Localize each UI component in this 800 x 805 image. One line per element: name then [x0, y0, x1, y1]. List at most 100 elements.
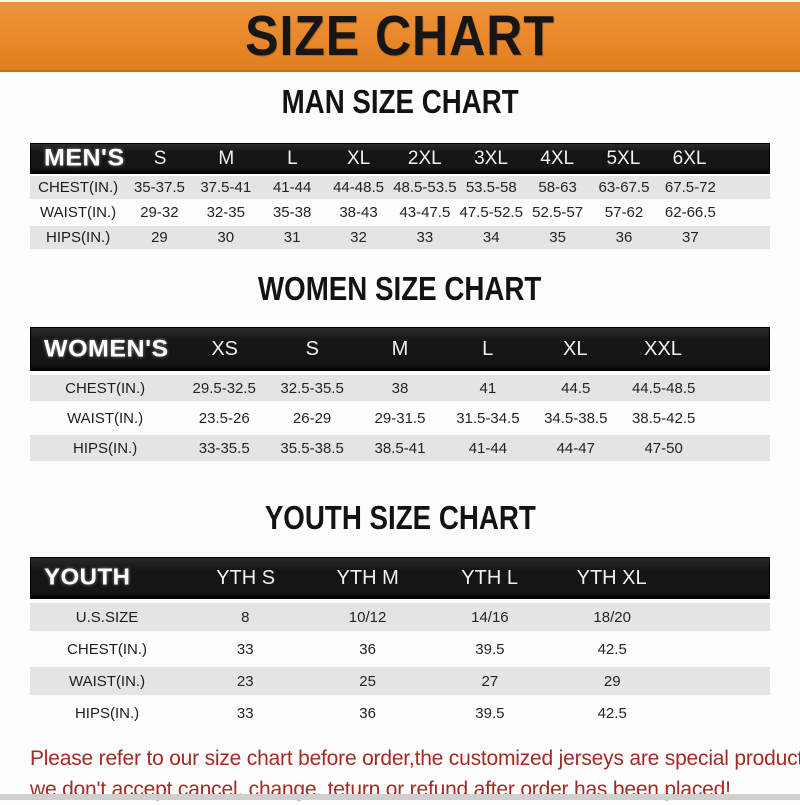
value-cell: 34.5-38.5	[544, 409, 608, 427]
value-cell: 44-47	[556, 439, 595, 457]
section-title: MAN SIZE CHART	[281, 83, 519, 120]
table-row: CHEST(IN.) 29.5-32.5 32.5-35.5 38 41 44.5 44.5…	[30, 375, 770, 401]
table-row: HIPS(IN.) 33 36 39.5 42.5	[30, 699, 770, 727]
column-header: XXL	[644, 337, 682, 360]
value-cell: 39.5	[475, 704, 505, 722]
value-cell: 29.5-32.5	[192, 379, 256, 397]
table-row: HIPS(IN.) 29 30 31 32 33 34 35 36 37	[30, 226, 770, 249]
row-label: WAIST(IN.)	[40, 204, 117, 221]
value-cell: 18/20	[593, 608, 631, 626]
value-cell: 44.5	[561, 379, 591, 397]
value-cell: 37.5-41	[200, 179, 252, 196]
value-cell: 32	[350, 229, 367, 246]
value-cell: 35-38	[272, 204, 312, 221]
men-section-heading: MAN SIZE CHART	[0, 85, 800, 123]
value-cell: 35	[549, 229, 566, 246]
value-cell: 29-32	[140, 204, 179, 221]
column-header: YTH XL	[576, 566, 647, 589]
value-cell: 29-31.5	[374, 409, 426, 427]
table-header-label: MEN'S	[44, 144, 125, 172]
value-cell: 33-35.5	[198, 439, 250, 457]
section-youth: YOUTH SIZE CHART YOUTH YTH S YTH M YTH L YTH…	[0, 501, 800, 727]
row-label: HIPS(IN.)	[46, 229, 111, 246]
women-section-heading: WOMEN SIZE CHART	[0, 272, 800, 310]
table-header-row: MEN'S S M L XL 2XL 3XL 4XL 5XL 6XL	[30, 143, 770, 174]
column-header: XL	[563, 337, 588, 360]
row-label: CHEST(IN.)	[65, 379, 146, 397]
value-cell: 58-63	[538, 179, 577, 196]
value-cell: 43-47.5	[399, 204, 451, 221]
value-cell: 31.5-34.5	[456, 409, 520, 427]
youth-size-table: YOUTH YTH S YTH M YTH L YTH XL U.S.SIZE 8 10/12…	[30, 557, 770, 727]
value-cell: 36	[359, 704, 376, 722]
value-cell: 39.5	[475, 640, 505, 658]
row-label: CHEST(IN.)	[38, 179, 119, 196]
column-header: 4XL	[540, 147, 575, 169]
column-header: 3XL	[474, 147, 508, 169]
table-header-label: WOMEN'S	[44, 335, 169, 362]
value-cell: 38	[391, 379, 409, 397]
value-cell: 42.5	[597, 704, 627, 722]
column-header: YTH L	[461, 566, 518, 589]
table-header-label: YOUTH	[44, 564, 131, 591]
column-header: M	[218, 147, 235, 169]
table-row: WAIST(IN.) 23 25 27 29	[30, 667, 770, 695]
banner: SIZE CHART	[0, 0, 800, 72]
column-header: 2XL	[407, 147, 442, 169]
value-cell: 42.5	[597, 640, 627, 658]
youth-section-heading: YOUTH SIZE CHART	[0, 501, 800, 539]
table-row: HIPS(IN.) 33-35.5 35.5-38.5 38.5-41 41-44 44-…	[30, 435, 770, 461]
section-title: WOMEN SIZE CHART	[258, 270, 542, 307]
value-cell: 35-37.5	[133, 179, 185, 196]
value-cell: 36	[359, 640, 376, 658]
table-header-row: YOUTH YTH S YTH M YTH L YTH XL	[30, 557, 770, 599]
section-title: YOUTH SIZE CHART	[264, 499, 536, 536]
table-row: U.S.SIZE 8 10/12 14/16 18/20	[30, 603, 770, 631]
row-label: CHEST(IN.)	[67, 640, 148, 658]
value-cell: 35.5-38.5	[280, 439, 344, 457]
value-cell: 8	[241, 608, 250, 626]
column-header: 5XL	[606, 147, 641, 169]
value-cell: 27	[481, 672, 499, 690]
column-header: S	[153, 147, 167, 169]
row-label: WAIST(IN.)	[67, 409, 144, 427]
value-cell: 44-48.5	[333, 179, 384, 196]
value-cell: 33	[236, 640, 254, 658]
column-header: 6XL	[672, 147, 707, 169]
value-cell: 62-66.5	[664, 204, 716, 221]
row-label: HIPS(IN.)	[74, 704, 140, 722]
section-women: WOMEN SIZE CHART WOMEN'S XS S M L XL XXL CHEST(…	[0, 272, 800, 461]
table-row: CHEST(IN.) 35-37.5 37.5-41 41-44 44-48.5 48.5…	[30, 176, 770, 199]
column-header: M	[391, 337, 409, 360]
row-label: HIPS(IN.)	[73, 439, 138, 457]
value-cell: 37	[682, 229, 699, 246]
value-cell: 32-35	[206, 204, 245, 221]
column-header: XL	[347, 147, 371, 169]
women-size-table: WOMEN'S XS S M L XL XXL CHEST(IN.) 29.5-32.5 32.5…	[30, 327, 770, 461]
column-header: S	[305, 337, 320, 360]
value-cell: 38.5-41	[374, 439, 426, 457]
value-cell: 47-50	[644, 439, 683, 457]
column-header: XS	[211, 337, 239, 360]
value-cell: 31	[283, 229, 301, 246]
value-cell: 67.5-72	[664, 179, 716, 196]
value-cell: 14/16	[471, 608, 509, 626]
value-cell: 41-44	[272, 179, 312, 196]
column-header: YTH M	[336, 566, 399, 589]
value-cell: 36	[615, 229, 633, 246]
value-cell: 10/12	[348, 608, 387, 626]
table-row: WAIST(IN.) 23.5-26 26-29 29-31.5 31.5-34.5 34…	[30, 405, 770, 431]
value-cell: 29	[151, 229, 168, 246]
section-men: MAN SIZE CHART MEN'S S M L XL 2XL 3XL 4XL 5XL 6XL…	[0, 85, 800, 249]
value-cell: 25	[359, 672, 376, 690]
column-header: L	[482, 337, 494, 360]
value-cell: 38-43	[339, 204, 378, 221]
value-cell: 44.5-48.5	[631, 379, 696, 397]
value-cell: 32.5-35.5	[280, 379, 344, 397]
value-cell: 33	[416, 229, 434, 246]
footer-note-line-1: Please refer to our size chart before or…	[30, 747, 800, 770]
men-size-table: MEN'S S M L XL 2XL 3XL 4XL 5XL 6XL CHEST(IN.) 35-37…	[30, 143, 770, 249]
footer-note-line-2: we don't accept cancel, change, teturn o…	[30, 778, 731, 801]
value-cell: 33	[236, 704, 254, 722]
